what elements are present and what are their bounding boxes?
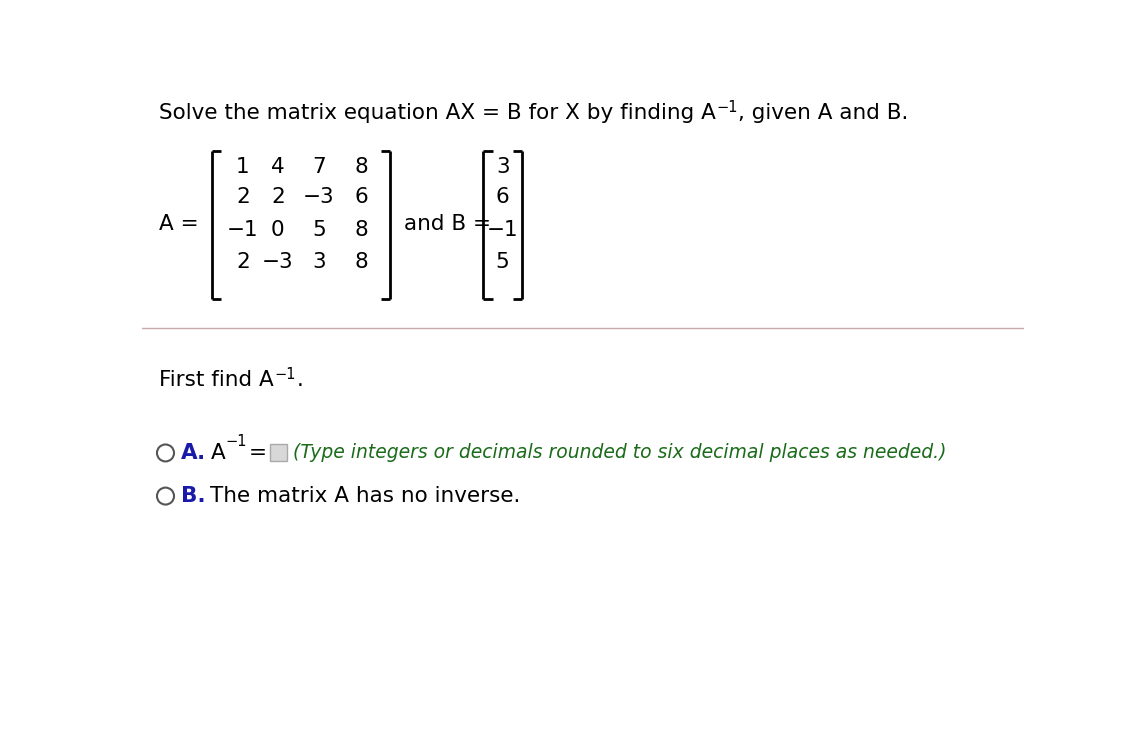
Text: and B =: and B = — [404, 214, 492, 234]
Text: 2: 2 — [236, 252, 250, 272]
Text: A.: A. — [181, 443, 206, 463]
Text: A =: A = — [159, 214, 199, 234]
Text: −3: −3 — [303, 187, 335, 207]
Text: −3: −3 — [262, 252, 294, 272]
Text: 1: 1 — [237, 157, 250, 177]
Text: 2: 2 — [236, 187, 250, 207]
Text: , given A and B.: , given A and B. — [739, 103, 909, 123]
Text: 8: 8 — [355, 252, 369, 272]
Text: −1: −1 — [716, 100, 737, 115]
Text: The matrix A has no inverse.: The matrix A has no inverse. — [211, 486, 521, 506]
Text: =: = — [249, 443, 266, 463]
Text: −1: −1 — [487, 219, 519, 239]
Text: 4: 4 — [271, 157, 284, 177]
Text: B.: B. — [181, 486, 206, 506]
Text: 6: 6 — [496, 187, 510, 207]
Text: −1: −1 — [225, 434, 247, 449]
Text: 6: 6 — [355, 187, 369, 207]
Text: −1: −1 — [274, 367, 296, 382]
Text: A: A — [211, 443, 225, 463]
Text: 8: 8 — [355, 219, 369, 239]
Text: 0: 0 — [271, 219, 284, 239]
Text: 2: 2 — [271, 187, 284, 207]
Text: 5: 5 — [312, 219, 325, 239]
Text: −1: −1 — [228, 219, 258, 239]
Text: 8: 8 — [355, 157, 369, 177]
Text: .: . — [296, 370, 303, 390]
FancyBboxPatch shape — [270, 445, 287, 462]
Text: Solve the matrix equation AX = B for X by finding A: Solve the matrix equation AX = B for X b… — [159, 103, 716, 123]
Text: (Type integers or decimals rounded to six decimal places as needed.): (Type integers or decimals rounded to si… — [294, 443, 947, 463]
Text: 3: 3 — [312, 252, 325, 272]
Text: 5: 5 — [496, 252, 510, 272]
Text: First find A: First find A — [159, 370, 274, 390]
Text: 3: 3 — [496, 157, 510, 177]
Text: 7: 7 — [312, 157, 325, 177]
